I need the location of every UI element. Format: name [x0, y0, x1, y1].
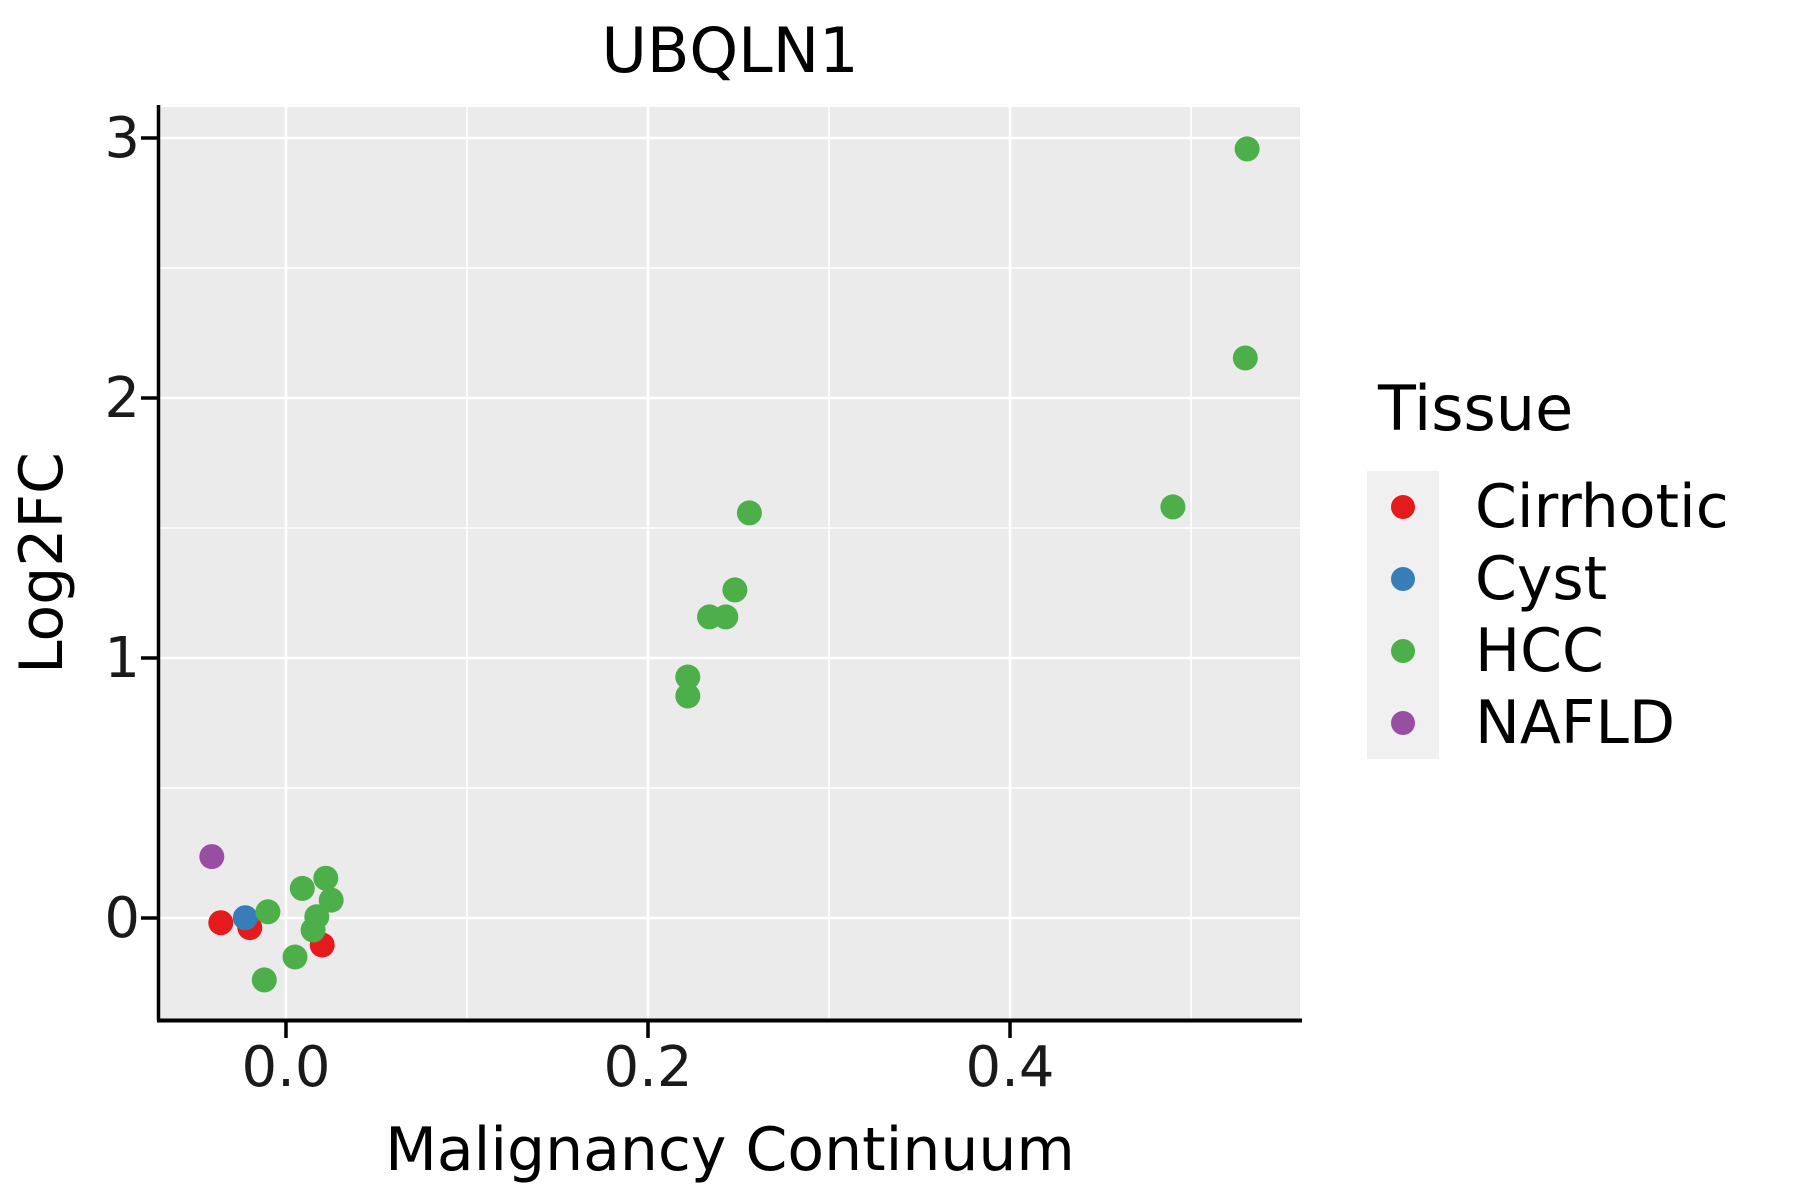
axis-tick-labels: 0.0 0.2 0.4 0 1 2 3	[104, 106, 1054, 1100]
minor-gridlines	[160, 107, 1300, 1019]
data-point-cirrhotic	[208, 910, 234, 936]
data-point-hcc	[282, 944, 308, 970]
y-tick-label: 1	[104, 626, 140, 691]
data-point-hcc	[318, 887, 344, 913]
y-tick-label: 2	[104, 366, 140, 431]
legend-label-nafld: NAFLD	[1475, 688, 1675, 758]
axis-ticks	[141, 136, 1012, 1038]
plot-title: UBQLN1	[601, 14, 858, 87]
y-axis-title: Log2FC	[7, 452, 77, 674]
x-tick-label: 0.4	[965, 1035, 1054, 1100]
data-point-hcc	[1160, 494, 1186, 520]
data-point-hcc	[1232, 345, 1258, 371]
x-tick-label: 0.0	[241, 1035, 330, 1100]
legend-dot-nafld	[1391, 711, 1415, 735]
legend-dot-cyst	[1391, 567, 1415, 591]
legend-dot-hcc	[1391, 639, 1415, 663]
data-point-cyst	[232, 905, 258, 931]
data-point-nafld	[199, 844, 225, 870]
plot-panel	[160, 107, 1300, 1019]
legend-dot-cirrhotic	[1391, 495, 1415, 519]
data-point-hcc	[722, 577, 748, 603]
data-point-hcc	[713, 604, 739, 630]
data-point-hcc	[313, 865, 339, 891]
y-tick-label: 3	[104, 106, 140, 171]
x-axis-title: Malignancy Continuum	[385, 1115, 1075, 1185]
data-point-hcc	[675, 683, 701, 709]
y-tick-label: 0	[104, 886, 140, 951]
data-points	[199, 136, 1260, 993]
data-point-hcc	[251, 967, 277, 993]
legend-label-cyst: Cyst	[1475, 544, 1607, 614]
major-gridlines	[160, 107, 1300, 1019]
data-point-hcc	[675, 664, 701, 690]
legend-label-cirrhotic: Cirrhotic	[1475, 472, 1729, 542]
data-point-hcc	[1234, 136, 1260, 162]
data-point-hcc	[304, 904, 330, 930]
x-tick-label: 0.2	[603, 1035, 692, 1100]
data-point-hcc	[736, 500, 762, 526]
data-point-hcc	[255, 899, 281, 925]
data-point-hcc	[289, 875, 315, 901]
legend-title: Tissue	[1377, 372, 1573, 445]
legend-label-hcc: HCC	[1475, 616, 1604, 686]
